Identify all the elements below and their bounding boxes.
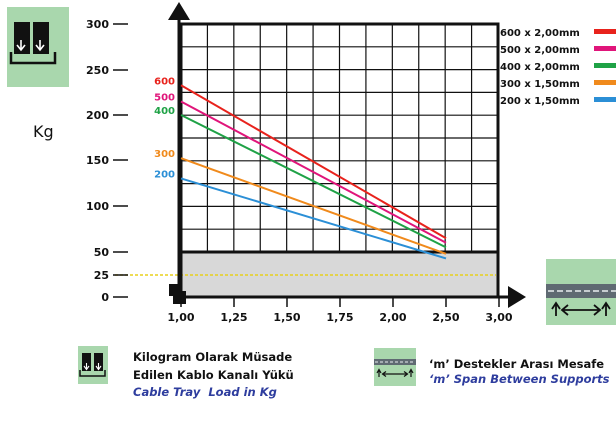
y-tick-label: 0 bbox=[101, 291, 109, 304]
legend-swatch bbox=[594, 63, 616, 68]
x-tick-label: 2,00 bbox=[379, 311, 406, 324]
x-tick-label: 1,50 bbox=[273, 311, 300, 324]
series-line bbox=[180, 177, 447, 260]
support-span-icon bbox=[546, 259, 616, 325]
series-end-label: 400 bbox=[154, 106, 175, 117]
legend: 600 x 2,00mm 500 x 2,00mm 400 x 2,00mm 300 … bbox=[500, 28, 616, 107]
origin-marker bbox=[169, 284, 181, 296]
x-tick-label: 1,00 bbox=[167, 311, 194, 324]
support-span-icon bbox=[374, 348, 416, 386]
x-tick-label: 2,50 bbox=[432, 311, 459, 324]
series-lines bbox=[180, 84, 447, 260]
y-tick-label: 100 bbox=[86, 200, 109, 213]
y-axis-label: Kg bbox=[33, 122, 54, 141]
legend-entry-label: 400 x 2,00mm bbox=[500, 62, 580, 73]
legend-swatch bbox=[594, 46, 616, 51]
y-tick-label: 300 bbox=[86, 18, 109, 31]
legend-swatch bbox=[594, 29, 616, 34]
x-tick-label: 1,25 bbox=[220, 311, 247, 324]
legend-entry-label: 600 x 2,00mm bbox=[500, 28, 580, 39]
series-end-label: 500 bbox=[154, 93, 175, 104]
series-end-label: 200 bbox=[154, 169, 175, 180]
load-caption-tr-line1: Kilogram Olarak Müsade bbox=[133, 350, 292, 364]
cable-tray-load-icon bbox=[7, 7, 69, 87]
series-end-label: 300 bbox=[154, 149, 175, 160]
load-caption-tr-line2: Edilen Kablo Kanalı Yükü bbox=[133, 368, 294, 382]
x-tick-label: 1,75 bbox=[326, 311, 353, 324]
grid-lines bbox=[181, 24, 498, 252]
cable-tray-load-icon bbox=[78, 346, 108, 384]
legend-entry-label: 200 x 1,50mm bbox=[500, 96, 580, 107]
legend-swatch bbox=[594, 97, 616, 102]
series-line bbox=[180, 84, 447, 240]
legend-entry-label: 500 x 2,00mm bbox=[500, 45, 580, 56]
series-labels: 600 500 400 300 200 bbox=[154, 76, 175, 180]
x-axis-arrow bbox=[508, 286, 526, 308]
span-caption-tr: ‘m’ Destekler Arası Mesafe bbox=[429, 357, 604, 371]
legend-swatch bbox=[594, 80, 616, 85]
series-line bbox=[180, 114, 447, 249]
series-line bbox=[180, 157, 447, 255]
legend-entry-label: 300 x 1,50mm bbox=[500, 79, 580, 90]
span-caption-en: ‘m’ Span Between Supports bbox=[429, 372, 610, 386]
y-axis-arrow bbox=[168, 2, 190, 20]
series-end-label: 600 bbox=[154, 76, 175, 87]
x-tick-label: 3,00 bbox=[485, 311, 512, 324]
x-tick-group: 1,00 1,25 1,50 1,75 2,00 2,50 3,00 bbox=[167, 297, 513, 324]
y-tick-label: 200 bbox=[86, 109, 109, 122]
series-line bbox=[180, 100, 447, 244]
y-tick-label: 50 bbox=[94, 246, 110, 259]
y-tick-label: 25 bbox=[94, 269, 109, 282]
load-caption-en: Cable Tray Load in Kg bbox=[133, 385, 277, 399]
y-tick-label: 150 bbox=[86, 154, 109, 167]
y-tick-label: 250 bbox=[86, 64, 109, 77]
